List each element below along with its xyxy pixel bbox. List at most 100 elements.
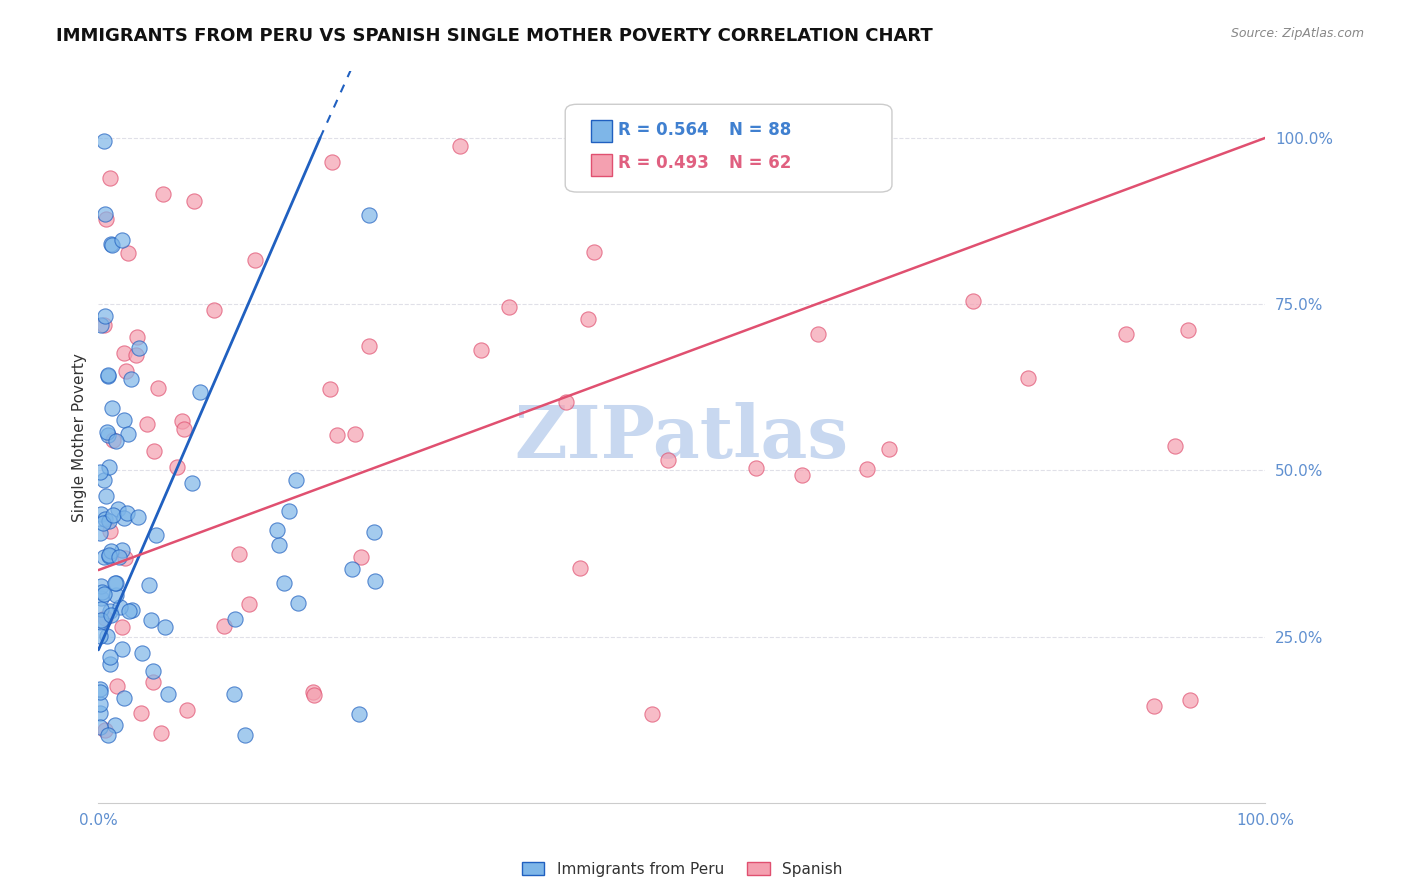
- Point: [568, 561, 591, 575]
- Text: N = 88: N = 88: [728, 121, 790, 139]
- Point: [89, 629, 111, 643]
- Point: [157, 687, 180, 701]
- Point: [498, 300, 520, 314]
- FancyBboxPatch shape: [565, 104, 891, 192]
- Point: [118, 604, 141, 618]
- Point: [657, 453, 679, 467]
- Point: [97, 368, 120, 383]
- Point: [287, 596, 309, 610]
- Point: [145, 527, 167, 541]
- Point: [90, 507, 112, 521]
- Point: [224, 687, 246, 701]
- Point: [127, 509, 149, 524]
- Legend: Immigrants from Peru, Spanish: Immigrants from Peru, Spanish: [516, 855, 848, 883]
- Point: [108, 600, 131, 615]
- Point: [100, 544, 122, 558]
- Point: [347, 706, 370, 721]
- Point: [93, 587, 115, 601]
- Point: [155, 620, 177, 634]
- Point: [89, 465, 111, 479]
- Point: [121, 602, 143, 616]
- Point: [576, 311, 599, 326]
- Point: [104, 588, 127, 602]
- Point: [744, 460, 766, 475]
- Point: [318, 382, 340, 396]
- Point: [152, 187, 174, 202]
- Point: [125, 330, 148, 344]
- Point: [359, 338, 381, 352]
- Point: [856, 461, 879, 475]
- Point: [1115, 326, 1137, 341]
- Point: [183, 194, 205, 208]
- Point: [89, 526, 111, 541]
- Point: [117, 246, 139, 260]
- Point: [238, 597, 260, 611]
- Point: [98, 657, 121, 671]
- Point: [89, 685, 111, 699]
- Point: [321, 155, 343, 169]
- FancyBboxPatch shape: [591, 154, 612, 176]
- Point: [173, 422, 195, 436]
- Point: [97, 427, 120, 442]
- Point: [962, 294, 984, 309]
- Point: [792, 468, 814, 483]
- Text: R = 0.564: R = 0.564: [617, 121, 709, 139]
- Text: Source: ZipAtlas.com: Source: ZipAtlas.com: [1230, 27, 1364, 40]
- Point: [112, 346, 135, 360]
- Point: [357, 208, 380, 222]
- Point: [641, 707, 664, 722]
- Point: [96, 425, 118, 439]
- Point: [89, 720, 111, 734]
- Point: [267, 538, 290, 552]
- Point: [117, 427, 139, 442]
- Point: [104, 718, 127, 732]
- Point: [100, 171, 122, 186]
- Point: [90, 591, 112, 605]
- Point: [90, 318, 112, 332]
- Point: [89, 697, 111, 711]
- Point: [93, 134, 115, 148]
- Point: [114, 551, 136, 566]
- Point: [243, 252, 266, 267]
- Point: [98, 514, 121, 528]
- Point: [326, 427, 349, 442]
- Point: [111, 543, 134, 558]
- Point: [96, 728, 118, 742]
- Point: [98, 549, 121, 563]
- Point: [224, 611, 246, 625]
- Text: R = 0.493: R = 0.493: [617, 153, 709, 172]
- Point: [101, 434, 124, 448]
- Point: [98, 524, 121, 538]
- Point: [103, 508, 125, 523]
- Point: [190, 385, 212, 400]
- Point: [107, 502, 129, 516]
- FancyBboxPatch shape: [591, 120, 612, 143]
- Point: [98, 604, 121, 618]
- Point: [94, 211, 117, 226]
- Point: [340, 561, 363, 575]
- Point: [807, 326, 830, 341]
- Point: [139, 613, 162, 627]
- Point: [273, 576, 295, 591]
- Point: [1164, 439, 1187, 453]
- Point: [150, 725, 173, 739]
- Point: [101, 238, 124, 252]
- Point: [94, 723, 117, 738]
- Point: [110, 641, 132, 656]
- Point: [135, 417, 157, 431]
- Point: [104, 576, 127, 591]
- Point: [90, 613, 112, 627]
- Point: [142, 444, 165, 458]
- Point: [89, 706, 111, 720]
- Point: [110, 233, 132, 247]
- Point: [94, 512, 117, 526]
- Point: [266, 523, 288, 537]
- Point: [112, 690, 135, 705]
- Point: [166, 459, 188, 474]
- Point: [363, 574, 385, 588]
- Point: [180, 476, 202, 491]
- Point: [212, 619, 235, 633]
- Point: [108, 550, 131, 565]
- Point: [125, 348, 148, 362]
- Point: [1143, 699, 1166, 714]
